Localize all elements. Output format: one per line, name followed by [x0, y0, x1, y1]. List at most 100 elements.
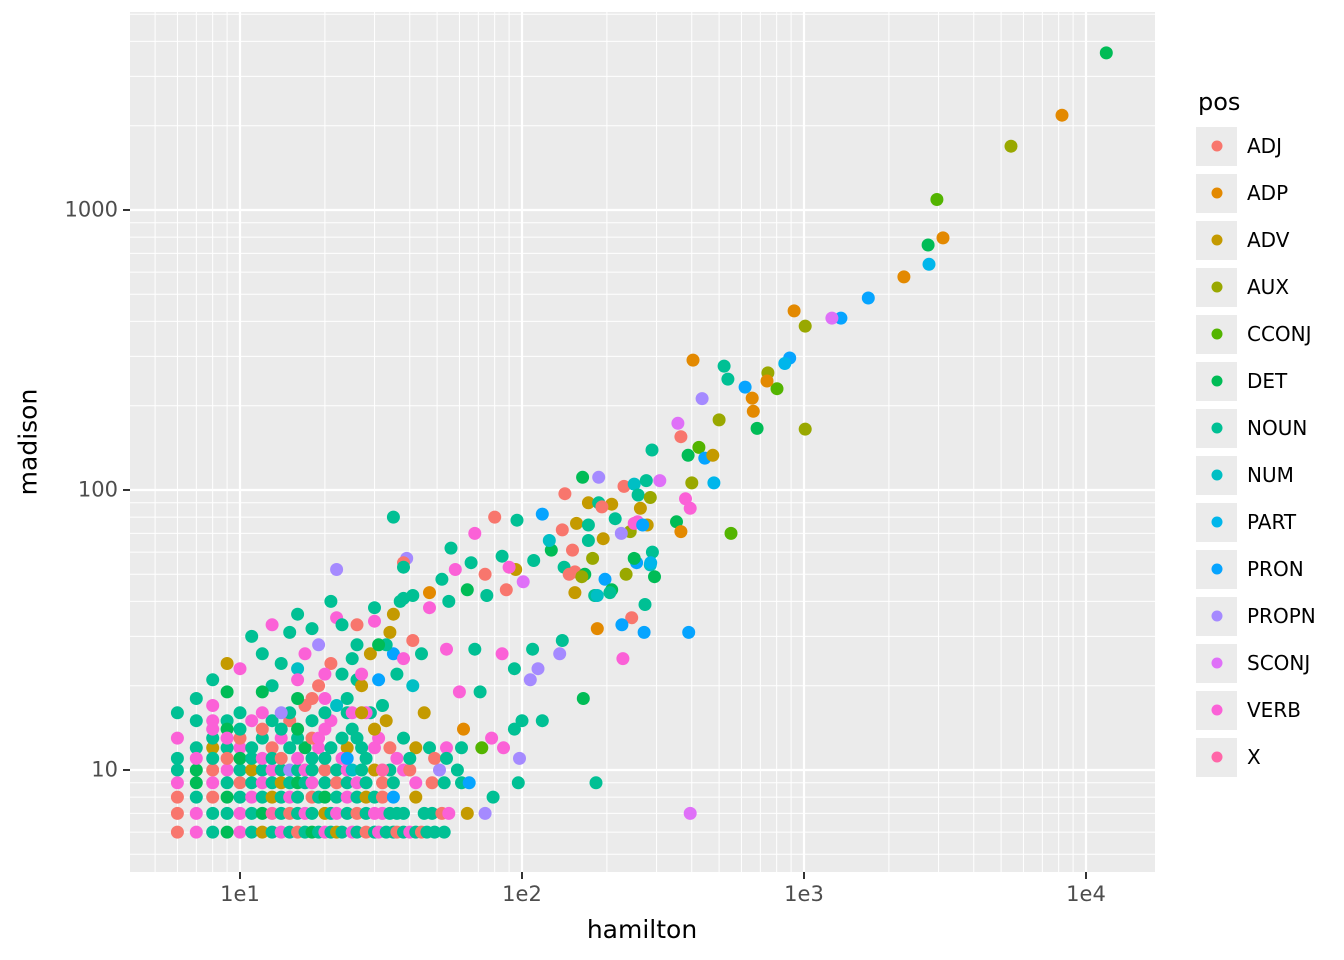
point-ADV [460, 806, 474, 820]
point-NOUN [265, 679, 279, 693]
point-DET [233, 751, 247, 765]
point-VERB [318, 722, 332, 736]
point-ADP [760, 374, 774, 388]
point-ADJ [383, 741, 397, 755]
point-NOUN [406, 589, 420, 602]
point-PROPN [513, 751, 526, 765]
point-ADJ [220, 751, 234, 765]
point-ADV [596, 532, 610, 546]
legend-dot-icon [1211, 469, 1222, 481]
legend-label-PROPN: PROPN [1247, 604, 1316, 628]
point-NOUN [440, 751, 453, 765]
point-PROPN [531, 662, 545, 676]
point-NOUN [189, 714, 203, 728]
point-ADJ [206, 763, 220, 777]
point-NOUN [265, 776, 279, 790]
point-NOUN [721, 372, 735, 386]
point-ADV [368, 722, 381, 736]
point-ADJ [499, 583, 513, 597]
minor-gridlines [130, 12, 1155, 872]
point-NOUN [376, 699, 389, 712]
point-NOUN [608, 512, 622, 526]
point-NOUN [265, 751, 279, 765]
point-NOUN [274, 657, 288, 670]
legend-dot-icon [1211, 281, 1222, 293]
point-ADJ [233, 776, 247, 790]
point-VERB [452, 685, 466, 699]
point-DET [291, 722, 305, 736]
point-PRON [682, 625, 696, 639]
point-VERB [189, 751, 203, 765]
point-ADV [379, 714, 393, 728]
point-NOUN [468, 642, 482, 656]
point-CCONJ [930, 193, 944, 206]
point-DET [318, 790, 332, 804]
point-VERB [255, 776, 269, 790]
point-ADP [787, 304, 801, 318]
point-NOUN [233, 706, 247, 720]
point-ADP [423, 586, 436, 600]
legend-entry-NUM: NUM [1196, 455, 1316, 495]
point-NOUN [340, 692, 354, 705]
point-ADJ [562, 567, 576, 581]
point-PRON [834, 311, 848, 325]
point-NOUN [206, 751, 220, 765]
point-NOUN [305, 806, 319, 820]
point-NOUN [340, 776, 354, 790]
point-VERB [206, 699, 220, 712]
point-NOUN [305, 751, 319, 765]
legend-label-ADV: ADV [1247, 228, 1290, 252]
point-NOUN [507, 722, 521, 736]
point-ADV [570, 516, 583, 530]
legend-label-NOUN: NOUN [1247, 416, 1308, 440]
point-ADP [590, 622, 604, 636]
point-PROPN [592, 470, 606, 484]
point-NOUN [170, 751, 184, 765]
point-CCONJ [692, 440, 706, 454]
point-PRON [598, 572, 612, 586]
point-NOUN [255, 647, 269, 661]
point-ADP [674, 525, 688, 539]
legend-entry-ADP: ADP [1196, 173, 1316, 213]
point-NOUN [305, 622, 319, 636]
point-NOUN [245, 806, 259, 820]
data-points [170, 46, 1113, 839]
point-DET [576, 692, 590, 705]
point-NOUN [330, 763, 344, 777]
point-PROPN [553, 647, 567, 661]
legend-title: pos [1198, 88, 1241, 116]
legend-dot-icon [1211, 187, 1222, 199]
x-tick-label-1e4: 1e4 [1066, 882, 1106, 906]
legend-entry-AUX: AUX [1196, 267, 1316, 307]
point-ADV [383, 625, 397, 639]
legend-key-VERB [1196, 690, 1237, 730]
point-NOUN [350, 790, 364, 804]
point-VERB [291, 751, 305, 765]
point-AUX [619, 567, 633, 581]
x-tick-label-1e2: 1e2 [502, 882, 542, 906]
point-NOUN [189, 692, 203, 705]
point-VERB [233, 806, 247, 820]
point-VERB [189, 825, 203, 839]
legend-entry-ADJ: ADJ [1196, 126, 1316, 166]
axis-tick-marks [123, 209, 1087, 879]
point-VERB [345, 706, 359, 720]
point-ADJ [558, 487, 572, 501]
x-tick-label-1e3: 1e3 [784, 882, 824, 906]
point-VERB [616, 652, 630, 666]
legend-entries: ADJ ADP ADV AUX CCONJ DET NOUN NUM PART PRON PROPN… [1196, 126, 1316, 777]
legend-label-DET: DET [1247, 369, 1288, 393]
legend-dot-icon [1211, 375, 1222, 387]
point-AUX [1004, 139, 1018, 153]
point-NOUN [233, 722, 247, 736]
legend-label-ADJ: ADJ [1247, 134, 1282, 158]
legend-key-ADP [1196, 173, 1237, 213]
point-NOUN [350, 638, 364, 652]
point-NOUN [335, 825, 349, 839]
point-NOUN [581, 518, 595, 532]
point-PRON [615, 618, 629, 632]
legend-label-VERB: VERB [1247, 698, 1301, 722]
legend-entry-CCONJ: CCONJ [1196, 314, 1316, 354]
legend-dot-icon [1211, 328, 1222, 340]
point-NOUN [464, 556, 478, 570]
